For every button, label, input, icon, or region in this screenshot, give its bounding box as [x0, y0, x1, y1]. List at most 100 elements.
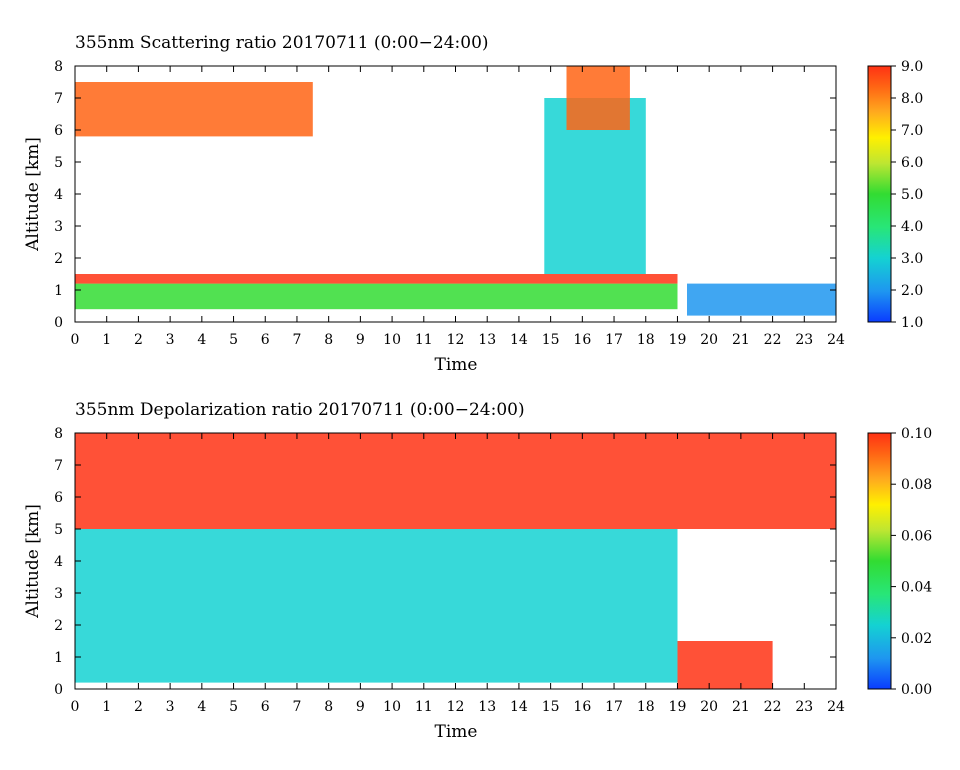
x-tick-label: 3	[166, 332, 175, 348]
x-tick-label: 20	[700, 332, 718, 348]
colorbar-tick-label: 0.06	[901, 528, 932, 544]
scattering-chart-title: 355nm Scattering ratio 20170711 (0:00−24…	[75, 33, 489, 53]
y-tick-label: 7	[54, 91, 63, 107]
x-tick-label: 1	[102, 699, 111, 715]
depolarization-y-axis-label: Altitude [km]	[23, 504, 43, 619]
y-tick-label: 3	[54, 219, 63, 235]
x-tick-label: 19	[669, 332, 687, 348]
scattering-colorbar-ticks: 1.0 2.0 3.0 4.0 5.0 6.0 7.0 8.0 9.0	[891, 59, 923, 331]
x-tick-label: 11	[415, 699, 433, 715]
x-tick-label: 6	[261, 699, 270, 715]
colorbar-tick-label: 0.04	[901, 580, 932, 596]
colorbar-tick-label: 5.0	[901, 187, 923, 203]
depolarization-x-ticks: 0 1 2 3 4 5 6 7 8 9 10 11 12 13 14 15 16 17 18 19 20 21 22 23 24	[71, 433, 845, 715]
depolarization-y-ticks: 0 1 2 3 4 5 6 7 8	[54, 426, 836, 698]
colorbar-tick-label: 0.08	[901, 477, 932, 493]
scattering-y-ticks: 0 1 2 3 4 5 6 7 8	[54, 59, 836, 331]
y-tick-label: 0	[54, 315, 63, 331]
x-tick-label: 2	[134, 699, 143, 715]
x-tick-label: 23	[795, 699, 813, 715]
x-tick-label: 15	[542, 332, 560, 348]
y-tick-label: 2	[54, 618, 63, 634]
depolarization-colorbar	[867, 432, 892, 690]
x-tick-label: 9	[356, 699, 365, 715]
depolarization-chart-title: 355nm Depolarization ratio 20170711 (0:0…	[75, 400, 525, 420]
x-tick-label: 5	[229, 699, 238, 715]
x-tick-label: 14	[510, 332, 528, 348]
heatmap-region-upper-noise	[75, 433, 836, 529]
colorbar-tick-label: 9.0	[901, 59, 923, 75]
x-tick-label: 22	[764, 699, 782, 715]
depolarization-heatmap	[75, 433, 836, 689]
colorbar-tick-label: 0.02	[901, 631, 932, 647]
colorbar-tick-label: 0.00	[901, 682, 932, 698]
x-tick-label: 7	[292, 332, 301, 348]
scattering-x-ticks: 0 1 2 3 4 5 6 7 8 9 10 11 12 13 14 15 16 17 18 19 20 21 22 23 24	[71, 66, 845, 348]
colorbar-tick-label: 1.0	[901, 315, 923, 331]
x-tick-label: 21	[732, 332, 750, 348]
x-tick-label: 24	[827, 332, 845, 348]
x-tick-label: 3	[166, 699, 175, 715]
x-tick-label: 0	[71, 332, 80, 348]
x-tick-label: 24	[827, 699, 845, 715]
x-tick-label: 17	[605, 699, 623, 715]
colorbar-tick-label: 8.0	[901, 91, 923, 107]
x-tick-label: 12	[447, 699, 465, 715]
x-tick-label: 13	[478, 699, 496, 715]
heatmap-region-night-boundary-layer	[677, 641, 773, 689]
x-tick-label: 10	[383, 699, 401, 715]
x-tick-label: 8	[324, 332, 333, 348]
colorbar-tick-label: 4.0	[901, 219, 923, 235]
x-tick-label: 17	[605, 332, 623, 348]
x-tick-label: 18	[637, 332, 655, 348]
heatmap-region-night-boundary-layer	[687, 283, 836, 316]
x-tick-label: 18	[637, 699, 655, 715]
x-tick-label: 0	[71, 699, 80, 715]
heatmap-region-boundary-layer	[75, 283, 678, 310]
x-tick-label: 10	[383, 332, 401, 348]
y-tick-label: 5	[54, 522, 63, 538]
y-tick-label: 4	[54, 554, 63, 570]
depolarization-ratio-panel: 355nm Depolarization ratio 20170711 (0:0…	[23, 400, 932, 742]
y-tick-label: 4	[54, 187, 63, 203]
x-tick-label: 2	[134, 332, 143, 348]
x-tick-label: 6	[261, 332, 270, 348]
x-tick-label: 4	[197, 699, 206, 715]
x-tick-label: 13	[478, 332, 496, 348]
x-tick-label: 12	[447, 332, 465, 348]
heatmap-region-cloud-base	[75, 274, 678, 284]
x-tick-label: 22	[764, 332, 782, 348]
y-tick-label: 1	[54, 283, 63, 299]
y-tick-label: 3	[54, 586, 63, 602]
colorbar-tick-label: 6.0	[901, 155, 923, 171]
y-tick-label: 2	[54, 251, 63, 267]
y-tick-label: 6	[54, 123, 63, 139]
depolarization-x-axis-label: Time	[435, 722, 478, 742]
x-tick-label: 8	[324, 699, 333, 715]
x-tick-label: 16	[573, 699, 591, 715]
heatmap-region-aerosol-layer	[75, 529, 678, 683]
x-tick-label: 20	[700, 699, 718, 715]
colorbar-tick-label: 2.0	[901, 283, 923, 299]
y-tick-label: 8	[54, 426, 63, 442]
scattering-colorbar	[867, 65, 892, 323]
y-tick-label: 6	[54, 490, 63, 506]
x-tick-label: 4	[197, 332, 206, 348]
x-tick-label: 15	[542, 699, 560, 715]
heatmap-region-elevated-cloud	[566, 66, 630, 130]
scattering-y-axis-label: Altitude [km]	[23, 137, 43, 252]
y-tick-label: 5	[54, 155, 63, 171]
x-tick-label: 5	[229, 332, 238, 348]
x-tick-label: 7	[292, 699, 301, 715]
colorbar-tick-label: 3.0	[901, 251, 923, 267]
y-tick-label: 7	[54, 458, 63, 474]
x-tick-label: 1	[102, 332, 111, 348]
colorbar-tick-label: 0.10	[901, 426, 932, 442]
scattering-heatmap	[75, 66, 836, 316]
y-tick-label: 8	[54, 59, 63, 75]
x-tick-label: 16	[573, 332, 591, 348]
scattering-x-axis-label: Time	[435, 355, 478, 375]
depolarization-colorbar-ticks: 0.00 0.02 0.04 0.06 0.08 0.10	[891, 426, 932, 698]
colorbar-tick-label: 7.0	[901, 123, 923, 139]
